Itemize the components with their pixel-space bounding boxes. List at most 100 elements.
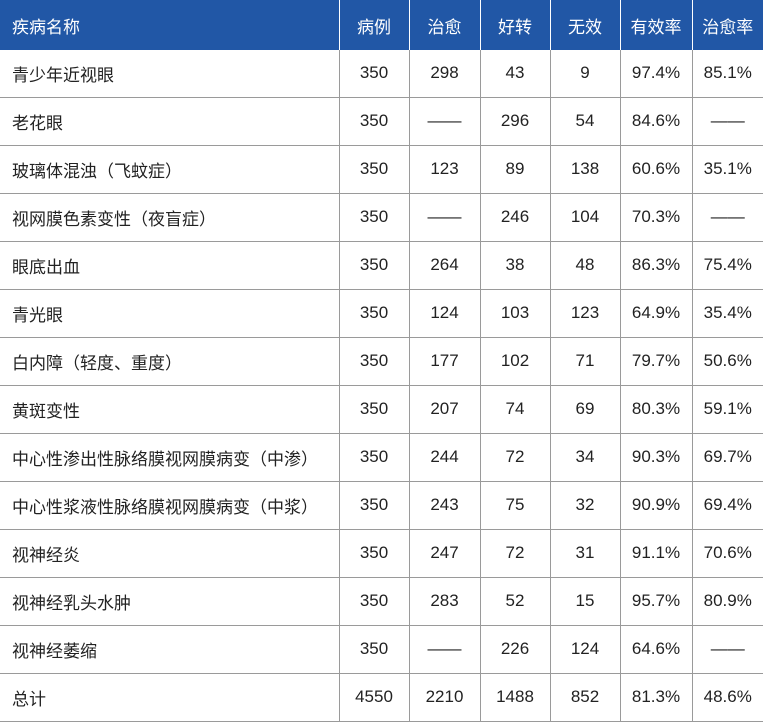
cell: 84.6%: [619, 97, 692, 146]
header-cell: 治愈率: [691, 0, 763, 50]
header-cell: 疾病名称: [0, 0, 339, 50]
cell: 64.9%: [619, 289, 692, 338]
cell: ——: [408, 97, 480, 146]
disease-name: 黄斑变性: [0, 385, 339, 434]
table-row: 中心性渗出性脉络膜视网膜病变（中渗） 350 244 72 34 90.3% 69.7%: [0, 433, 763, 482]
cell: 64.6%: [619, 625, 692, 674]
cell: 71: [549, 337, 620, 386]
disease-name: 中心性浆液性脉络膜视网膜病变（中浆）: [0, 481, 339, 530]
table-row: 老花眼 350 —— 296 54 84.6% ——: [0, 97, 763, 146]
cell: 104: [549, 193, 620, 242]
cell: 31: [549, 529, 620, 578]
table-body: 青少年近视眼 350 298 43 9 97.4% 85.1% 老花眼 350 —— 296 54 84…: [0, 50, 763, 722]
table-row: 白内障（轻度、重度） 350 177 102 71 79.7% 50.6%: [0, 337, 763, 386]
cell: 85.1%: [691, 50, 763, 98]
cell: 350: [338, 97, 409, 146]
disease-name: 玻璃体混浊（飞蚊症）: [0, 145, 339, 194]
cell: 350: [338, 385, 409, 434]
cell: 86.3%: [619, 241, 692, 290]
cell: 74: [479, 385, 550, 434]
cell: 69.7%: [691, 433, 763, 482]
cell: ——: [691, 97, 763, 146]
cell: 102: [479, 337, 550, 386]
table-row: 总计 4550 2210 1488 852 81.3% 48.6%: [0, 673, 763, 722]
cell: 296: [479, 97, 550, 146]
cell: 81.3%: [619, 673, 692, 722]
cell: 80.3%: [619, 385, 692, 434]
cell: 246: [479, 193, 550, 242]
cell: 350: [338, 289, 409, 338]
disease-name: 视网膜色素变性（夜盲症）: [0, 193, 339, 242]
cell: 244: [408, 433, 480, 482]
cell: 15: [549, 577, 620, 626]
header-row: 疾病名称 病例 治愈 好转 无效 有效率 治愈率: [0, 0, 763, 50]
cell: 350: [338, 193, 409, 242]
cell: 264: [408, 241, 480, 290]
cell: 207: [408, 385, 480, 434]
cell: 350: [338, 145, 409, 194]
cell: 177: [408, 337, 480, 386]
cell: 60.6%: [619, 145, 692, 194]
table-row: 视神经炎 350 247 72 31 91.1% 70.6%: [0, 529, 763, 578]
disease-name: 青少年近视眼: [0, 50, 339, 98]
header-cell: 无效: [549, 0, 620, 50]
cell: 1488: [479, 673, 550, 722]
cell: 350: [338, 50, 409, 98]
cell: 226: [479, 625, 550, 674]
cell: 90.3%: [619, 433, 692, 482]
cell: 54: [549, 97, 620, 146]
disease-name: 视神经乳头水肿: [0, 577, 339, 626]
cell: 2210: [408, 673, 480, 722]
cell: 80.9%: [691, 577, 763, 626]
cell: 50.6%: [691, 337, 763, 386]
cell: 350: [338, 529, 409, 578]
cell: 72: [479, 433, 550, 482]
cell: 69: [549, 385, 620, 434]
disease-name: 视神经炎: [0, 529, 339, 578]
cell: 350: [338, 577, 409, 626]
table-row: 青少年近视眼 350 298 43 9 97.4% 85.1%: [0, 50, 763, 98]
disease-name: 青光眼: [0, 289, 339, 338]
cell: 70.6%: [691, 529, 763, 578]
cell: ——: [691, 625, 763, 674]
cell: 48.6%: [691, 673, 763, 722]
table-row: 青光眼 350 124 103 123 64.9% 35.4%: [0, 289, 763, 338]
cell: 75: [479, 481, 550, 530]
cell: 38: [479, 241, 550, 290]
table-row: 视神经乳头水肿 350 283 52 15 95.7% 80.9%: [0, 577, 763, 626]
cell: 59.1%: [691, 385, 763, 434]
header-cell: 治愈: [408, 0, 480, 50]
cell: 247: [408, 529, 480, 578]
cell: 350: [338, 625, 409, 674]
cell: 35.4%: [691, 289, 763, 338]
cell: 283: [408, 577, 480, 626]
cell: 103: [479, 289, 550, 338]
cell: 350: [338, 433, 409, 482]
disease-name: 老花眼: [0, 97, 339, 146]
cell: 4550: [338, 673, 409, 722]
cell: 124: [549, 625, 620, 674]
cell: 298: [408, 50, 480, 98]
cell: ——: [691, 193, 763, 242]
table-row: 黄斑变性 350 207 74 69 80.3% 59.1%: [0, 385, 763, 434]
cell: 43: [479, 50, 550, 98]
table-row: 眼底出血 350 264 38 48 86.3% 75.4%: [0, 241, 763, 290]
table-row: 中心性浆液性脉络膜视网膜病变（中浆） 350 243 75 32 90.9% 69.4%: [0, 481, 763, 530]
cell: 75.4%: [691, 241, 763, 290]
cell: 123: [408, 145, 480, 194]
disease-name: 眼底出血: [0, 241, 339, 290]
cell: 97.4%: [619, 50, 692, 98]
cell: 243: [408, 481, 480, 530]
cell: 123: [549, 289, 620, 338]
cell: 90.9%: [619, 481, 692, 530]
cell: ——: [408, 625, 480, 674]
header-cell: 有效率: [619, 0, 692, 50]
cell: 138: [549, 145, 620, 194]
cell: 69.4%: [691, 481, 763, 530]
cell: 124: [408, 289, 480, 338]
disease-name: 总计: [0, 673, 339, 722]
disease-name: 中心性渗出性脉络膜视网膜病变（中渗）: [0, 433, 339, 482]
cell: 89: [479, 145, 550, 194]
